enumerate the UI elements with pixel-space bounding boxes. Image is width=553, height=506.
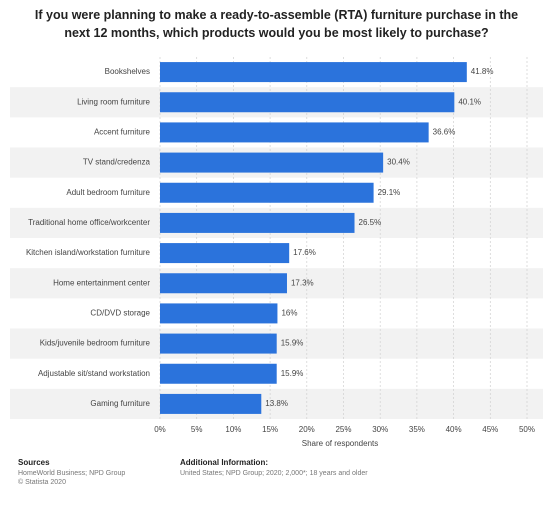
x-tick-label: 35% — [409, 425, 425, 434]
bar — [160, 273, 287, 294]
value-label: 15.9% — [281, 339, 304, 348]
x-axis-label: Share of respondents — [302, 439, 379, 448]
x-tick-label: 45% — [482, 425, 498, 434]
bar — [160, 152, 384, 173]
x-tick-label: 25% — [335, 425, 351, 434]
y-tick-label: Kids/juvenile bedroom furniture — [40, 339, 151, 348]
value-label: 17.6% — [293, 248, 316, 257]
x-tick-label: 5% — [191, 425, 203, 434]
x-tick-label: 15% — [262, 425, 278, 434]
chart-title: If you were planning to make a ready-to-… — [34, 8, 519, 40]
value-label: 36.6% — [433, 128, 456, 137]
y-tick-label: Gaming furniture — [90, 399, 150, 408]
value-label: 15.9% — [281, 369, 304, 378]
source-line: HomeWorld Business; NPD Group — [18, 470, 125, 477]
bar — [160, 393, 262, 414]
x-tick-label: 0% — [154, 425, 166, 434]
y-tick-label: Home entertainment center — [53, 278, 150, 287]
y-tick-label: TV stand/credenza — [83, 158, 151, 167]
x-tick-label: 20% — [299, 425, 315, 434]
sources-title: Sources — [18, 458, 50, 467]
source-line: © Statista 2020 — [18, 478, 66, 486]
value-label: 26.5% — [359, 218, 382, 227]
x-tick-label: 10% — [225, 425, 241, 434]
value-label: 29.1% — [378, 188, 401, 197]
bar — [160, 212, 355, 233]
row-stripe — [10, 388, 543, 419]
y-tick-label: Living room furniture — [77, 97, 150, 106]
x-tick-label: 30% — [372, 425, 388, 434]
bar — [160, 243, 290, 264]
y-tick-label: Adjustable sit/stand workstation — [38, 369, 150, 378]
value-label: 40.1% — [458, 97, 481, 106]
bar — [160, 182, 374, 203]
bar — [160, 303, 278, 324]
bar — [160, 333, 277, 354]
value-label: 16% — [281, 309, 297, 318]
y-tick-label: Adult bedroom furniture — [66, 188, 150, 197]
info-text: United States; NPD Group; 2020; 2,000*; … — [180, 470, 368, 477]
value-label: 30.4% — [387, 158, 410, 167]
value-label: 41.8% — [471, 67, 494, 76]
y-tick-label: Bookshelves — [105, 67, 150, 76]
info-title: Additional Information: — [180, 458, 268, 467]
y-tick-label: Accent furniture — [94, 128, 151, 137]
value-label: 17.3% — [291, 278, 314, 287]
bar — [160, 92, 455, 113]
bar — [160, 122, 429, 143]
bar — [160, 62, 467, 83]
value-label: 13.8% — [265, 399, 288, 408]
y-tick-label: CD/DVD storage — [90, 309, 150, 318]
y-tick-label: Traditional home office/workcenter — [28, 218, 150, 227]
bar — [160, 363, 277, 384]
y-tick-label: Kitchen island/workstation furniture — [26, 248, 151, 257]
x-tick-label: 50% — [519, 425, 535, 434]
x-tick-label: 40% — [446, 425, 462, 434]
